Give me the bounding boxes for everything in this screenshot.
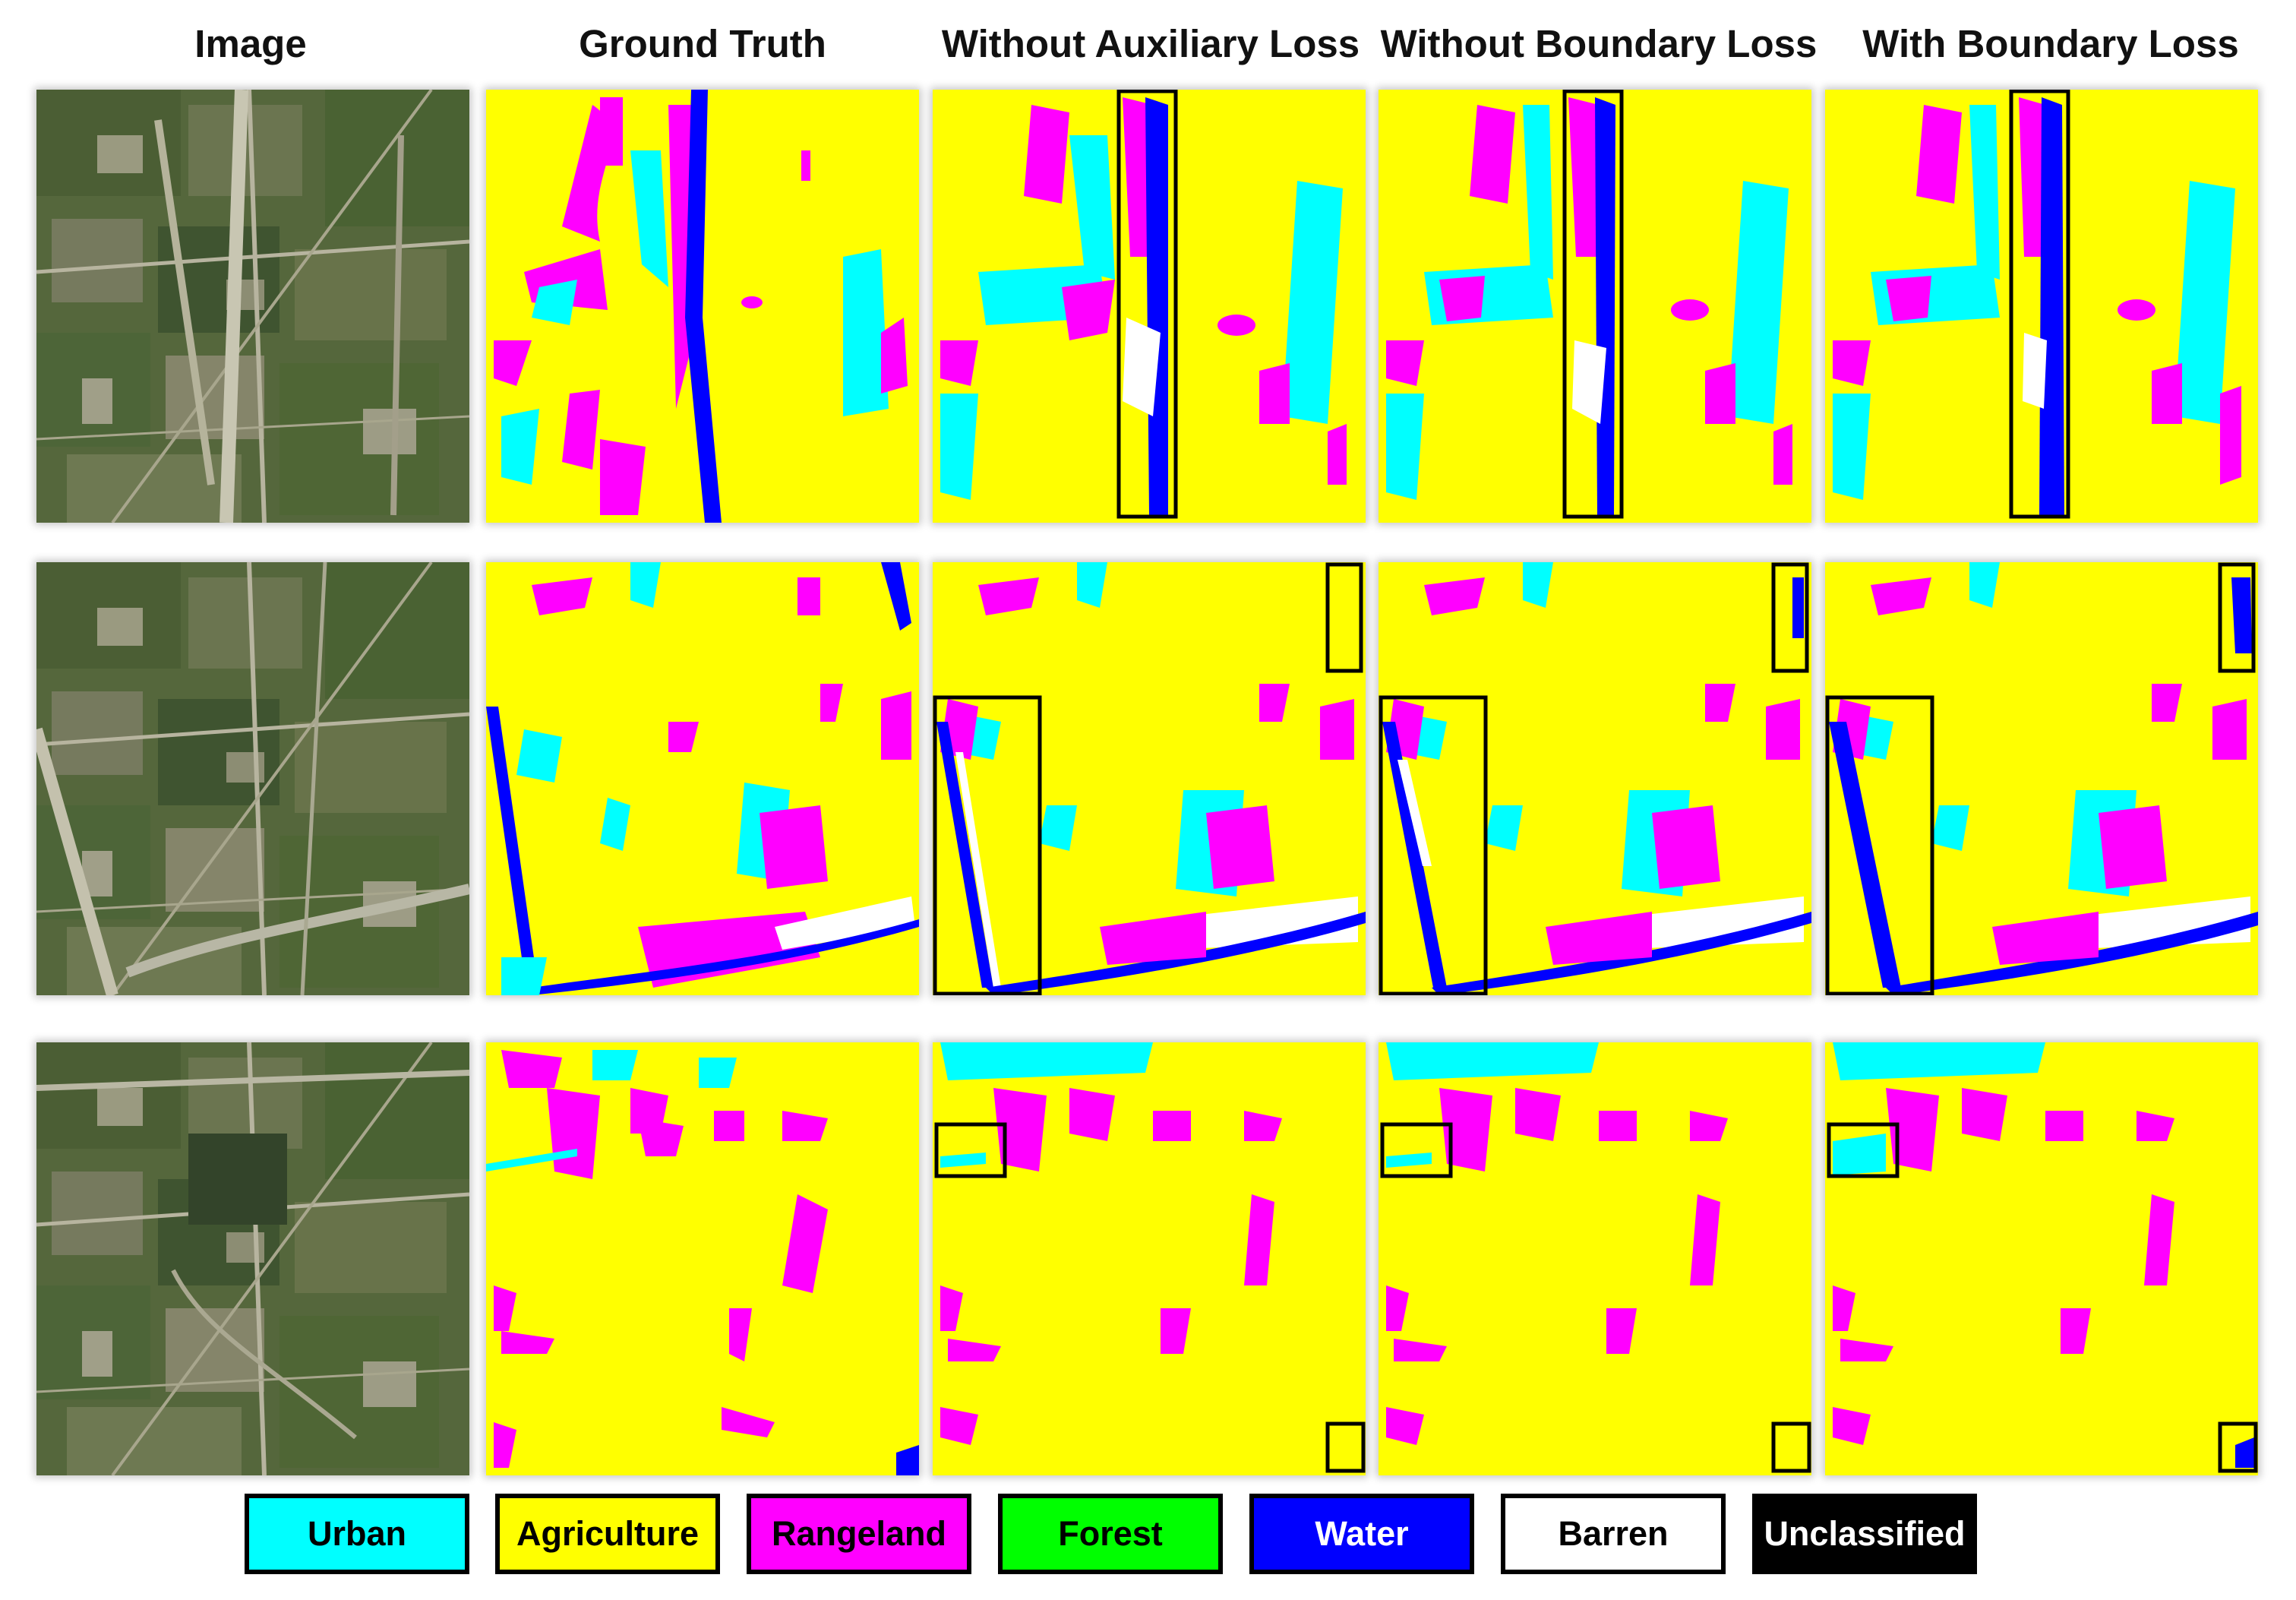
highlight-box — [1325, 1421, 1366, 1473]
row1-image — [36, 90, 469, 523]
row3-ground-truth — [486, 1042, 919, 1475]
segmentation-map — [1379, 1042, 1811, 1475]
highlight-box — [1827, 1122, 1900, 1178]
satellite-image-1 — [36, 90, 469, 523]
row2-image — [36, 562, 469, 995]
highlight-box — [1325, 562, 1363, 673]
row1-ground-truth — [486, 90, 919, 523]
header-image: Image — [194, 22, 307, 65]
legend-forest: Forest — [998, 1494, 1223, 1574]
row2-ground-truth — [486, 562, 919, 995]
satellite-image-2 — [36, 562, 469, 995]
highlight-box — [1562, 90, 1624, 519]
highlight-box — [2009, 90, 2070, 519]
legend-rangeland: Rangeland — [747, 1494, 971, 1574]
row1-with-boundary-loss — [1825, 90, 2258, 523]
highlight-box — [1379, 695, 1488, 995]
legend-barren: Barren — [1501, 1494, 1726, 1574]
segmentation-map — [1825, 1042, 2258, 1475]
segmentation-map — [486, 562, 919, 995]
segmentation-map — [933, 90, 1366, 523]
row2-without-auxiliary-loss — [933, 562, 1366, 995]
segmentation-map — [1379, 562, 1811, 995]
segmentation-map — [1825, 90, 2258, 523]
row3-without-boundary-loss — [1379, 1042, 1811, 1475]
segmentation-map — [933, 1042, 1366, 1475]
row1-without-auxiliary-loss — [933, 90, 1366, 523]
legend-water: Water — [1249, 1494, 1474, 1574]
row3-with-boundary-loss — [1825, 1042, 2258, 1475]
highlight-box — [1116, 90, 1178, 519]
header-ground-truth: Ground Truth — [579, 22, 826, 65]
highlight-box — [934, 1122, 1007, 1178]
satellite-image-3 — [36, 1042, 469, 1475]
highlight-box — [2218, 562, 2256, 673]
row2-with-boundary-loss — [1825, 562, 2258, 995]
row3-without-auxiliary-loss — [933, 1042, 1366, 1475]
row2-without-boundary-loss — [1379, 562, 1811, 995]
highlight-box — [1380, 1122, 1453, 1178]
segmentation-map — [486, 1042, 919, 1475]
highlight-box — [933, 695, 1042, 995]
segmentation-map — [1379, 90, 1811, 523]
legend-agriculture: Agriculture — [495, 1494, 720, 1574]
header-without-auxiliary-loss: Without Auxiliary Loss — [941, 22, 1360, 65]
highlight-box — [2218, 1421, 2258, 1473]
segmentation-map — [933, 562, 1366, 995]
segmentation-map — [1825, 562, 2258, 995]
row1-without-boundary-loss — [1379, 90, 1811, 523]
header-without-boundary-loss: Without Boundary Loss — [1380, 22, 1818, 65]
segmentation-map — [486, 90, 919, 523]
highlight-box — [1771, 1421, 1811, 1473]
legend-urban: Urban — [245, 1494, 469, 1574]
highlight-box — [1825, 695, 1934, 995]
legend-unclassified: Unclassified — [1752, 1494, 1977, 1574]
highlight-box — [1771, 562, 1809, 673]
row3-image — [36, 1042, 469, 1475]
header-with-boundary-loss: With Boundary Loss — [1862, 22, 2239, 65]
